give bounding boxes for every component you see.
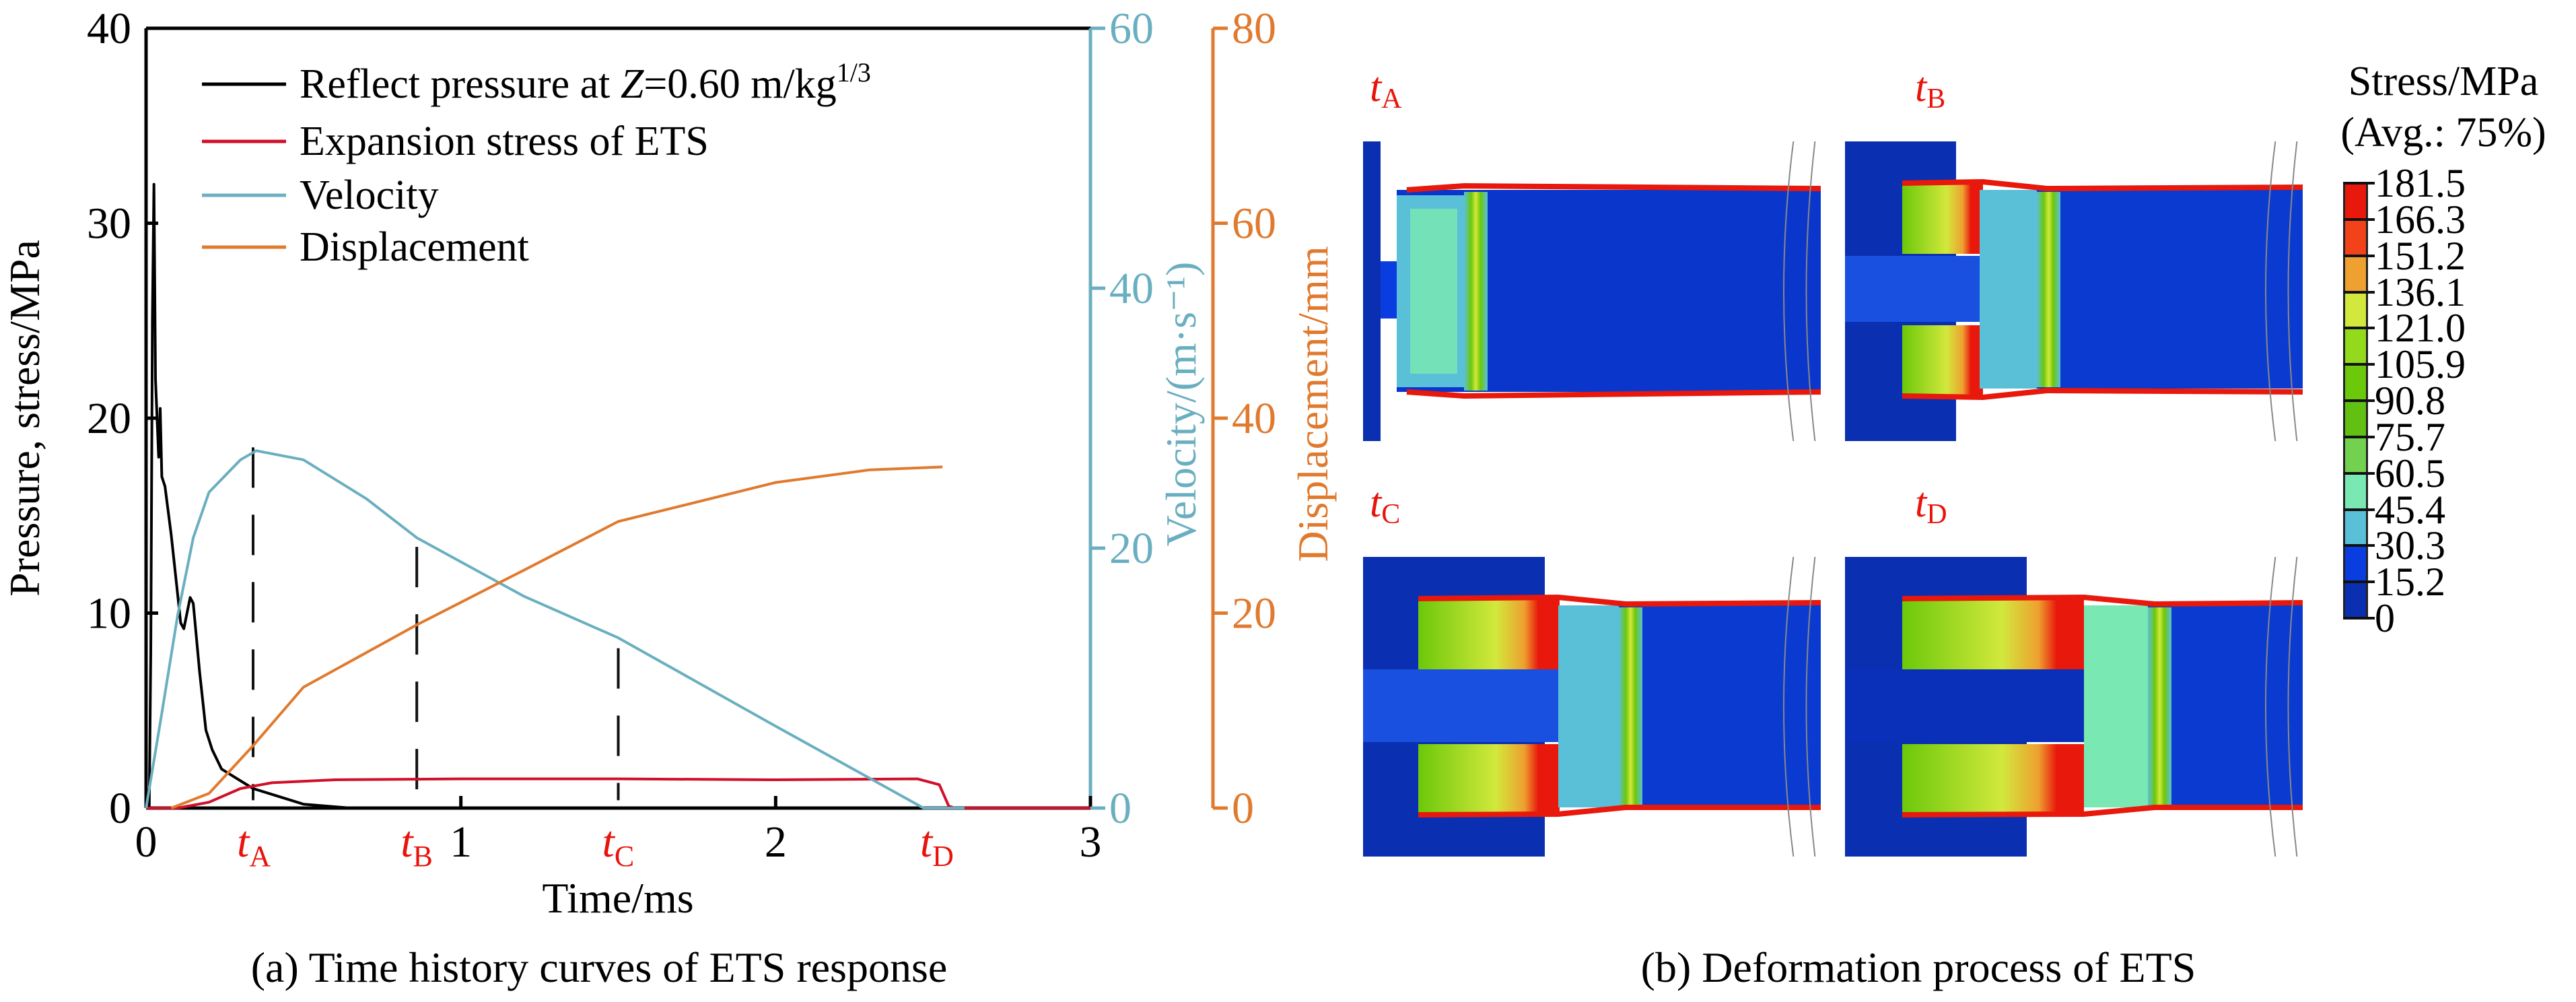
colorbar-tick <box>2343 544 2375 547</box>
colorbar-band <box>2343 401 2368 437</box>
x-tick-label: 0 <box>135 817 158 867</box>
velocity-tick-label: 60 <box>1109 4 1154 53</box>
snapshot-label-d: tD <box>1915 480 1947 530</box>
legend-label: Velocity <box>300 172 439 218</box>
series-line-displacement <box>170 465 943 809</box>
displacement-tick-label: 80 <box>1232 4 1276 53</box>
legend-label: Expansion stress of ETS <box>300 119 709 164</box>
colorbar-label: 60.5 <box>2375 450 2445 496</box>
colorbar-tick <box>2343 327 2375 330</box>
colorbar-label: 75.7 <box>2375 414 2445 459</box>
colorbar-band <box>2343 545 2368 582</box>
colorbar-tick <box>2343 182 2375 185</box>
stress-contour-snapshot-a <box>1363 137 1821 445</box>
left-y-tick-label: 0 <box>109 784 131 833</box>
stress-contour-snapshot-c <box>1363 553 1821 861</box>
displacement-tick-label: 0 <box>1232 784 1254 833</box>
colorbar-band <box>2343 436 2368 473</box>
colorbar-band <box>2343 255 2368 292</box>
marker-label: tC <box>602 817 635 873</box>
stress-contour-snapshot-b <box>1845 137 2303 445</box>
colorbar-label: 136.1 <box>2375 269 2466 314</box>
series-line-reflect <box>146 182 1090 809</box>
colorbar-band <box>2343 328 2368 365</box>
colorbar-tick <box>2343 580 2375 584</box>
colorbar-tick <box>2343 471 2375 475</box>
colorbar-tick <box>2343 254 2375 257</box>
series-line-expansion <box>146 777 1090 809</box>
colorbar-band <box>2343 183 2368 220</box>
marker-label: tB <box>401 817 433 873</box>
colorbar-band <box>2343 364 2368 401</box>
snapshot-label-b: tB <box>1915 65 1946 114</box>
left-y-tick-label: 10 <box>87 589 131 638</box>
colorbar-band <box>2343 509 2368 546</box>
colorbar-tick <box>2343 435 2375 438</box>
velocity-tick-label: 0 <box>1109 784 1132 833</box>
x-tick-label: 3 <box>1080 817 1102 867</box>
left-y-axis-label: Pressure, stress/MPa <box>1 240 48 597</box>
velocity-axis-label: Velocity/(m·s⁻¹) <box>1157 262 1205 547</box>
colorbar-label: 166.3 <box>2375 197 2466 242</box>
colorbar-label: 151.2 <box>2375 233 2466 278</box>
colorbar-label: 15.2 <box>2375 560 2445 605</box>
colorbar-label: 90.8 <box>2375 378 2445 423</box>
colorbar-tick <box>2343 399 2375 402</box>
colorbar-label: 181.5 <box>2375 161 2466 205</box>
displacement-tick-label: 20 <box>1232 589 1276 638</box>
series-line-velocity <box>145 449 965 809</box>
x-tick-label: 2 <box>765 817 787 867</box>
colorbar-tick <box>2343 290 2375 294</box>
snapshot-label-c: tC <box>1370 480 1401 530</box>
colorbar-band <box>2343 582 2368 618</box>
x-axis-label: Time/ms <box>542 874 693 922</box>
colorbar-band <box>2343 473 2368 510</box>
legend-label: Displacement <box>300 224 529 270</box>
marker-label: tD <box>920 817 954 873</box>
legend-label: Reflect pressure at Z=0.60 m/kg1/3 <box>300 57 871 107</box>
colorbar-tick <box>2343 508 2375 511</box>
caption-a: (a) Time history curves of ETS response <box>250 943 948 991</box>
colorbar-label: 30.3 <box>2375 523 2445 568</box>
x-tick-label: 1 <box>450 817 472 867</box>
colorbar-label: 121.0 <box>2375 306 2466 351</box>
snapshot-label-a: tA <box>1370 65 1402 114</box>
colorbar-tick <box>2343 363 2375 366</box>
marker-label: tA <box>237 817 271 873</box>
left-y-tick-label: 40 <box>87 4 131 53</box>
colorbar-label: 45.4 <box>2375 487 2445 532</box>
displacement-axis-label: Displacement/mm <box>1289 246 1337 562</box>
colorbar-title: Stress/MPa <box>2348 59 2539 104</box>
colorbar-tick <box>2343 617 2375 620</box>
displacement-tick-label: 60 <box>1232 199 1276 248</box>
velocity-tick-label: 40 <box>1109 264 1154 313</box>
velocity-tick-label: 20 <box>1109 524 1154 573</box>
colorbar-label: 105.9 <box>2375 342 2466 387</box>
left-y-tick-label: 30 <box>87 199 131 248</box>
caption-b: (b) Deformation process of ETS <box>1640 943 2196 991</box>
displacement-tick-label: 40 <box>1232 394 1276 443</box>
colorbar-subtitle: (Avg.: 75%) <box>2340 110 2546 156</box>
colorbar-band <box>2343 292 2368 329</box>
stress-contour-snapshot-d <box>1845 553 2303 861</box>
left-y-tick-label: 20 <box>87 394 131 443</box>
colorbar-tick <box>2343 218 2375 221</box>
colorbar-band <box>2343 219 2368 256</box>
colorbar-label: 0 <box>2375 596 2395 640</box>
